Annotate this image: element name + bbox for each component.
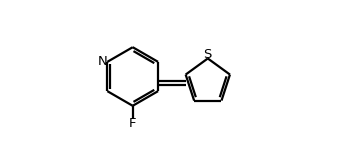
Text: F: F xyxy=(129,117,136,130)
Text: N: N xyxy=(98,55,108,68)
Text: S: S xyxy=(204,48,212,61)
